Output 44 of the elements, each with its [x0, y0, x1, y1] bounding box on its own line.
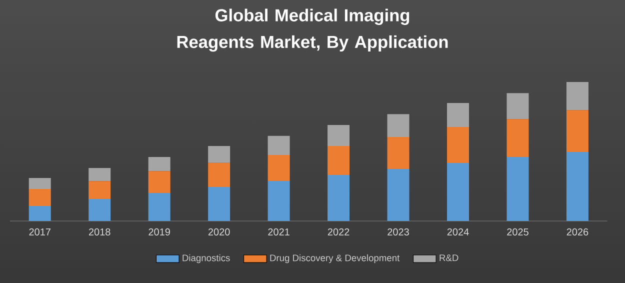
bar [506, 157, 529, 221]
x-tick-label: 2023 [388, 228, 409, 236]
x-tick-label: 2024 [447, 228, 469, 236]
bar [268, 154, 290, 181]
bar [387, 114, 410, 138]
bar [268, 180, 290, 221]
bar [566, 152, 588, 221]
bar [328, 146, 350, 175]
x-tick-label: 2025 [507, 228, 528, 236]
bar [88, 199, 111, 221]
bar [506, 119, 529, 158]
x-tick-label: 2020 [208, 228, 230, 236]
chart-title: Global Medical Imaging Reagents Market, By Application [177, 8, 448, 52]
bar [88, 181, 111, 200]
bar [148, 157, 170, 172]
bar [447, 163, 469, 221]
bar [28, 189, 51, 206]
legend-label: Drug Discovery & Development [270, 254, 400, 264]
bar [208, 186, 230, 221]
bar [148, 171, 170, 194]
x-tick-label: 2017 [29, 228, 50, 236]
bar [88, 168, 111, 182]
legend-label: R&D [440, 254, 458, 262]
bar [268, 136, 290, 155]
x-tick-label: 2022 [328, 228, 350, 236]
bar [28, 178, 51, 190]
x-tick-label: 2026 [566, 228, 588, 236]
x-tick-label: 2019 [148, 228, 170, 236]
legend-label: Diagnostics [182, 254, 230, 264]
bar [328, 124, 350, 146]
x-tick-label: 2021 [268, 228, 290, 236]
bar [387, 137, 410, 170]
bar [208, 146, 230, 163]
bar [447, 102, 469, 128]
bar [148, 193, 170, 221]
bar [208, 162, 230, 187]
bar [506, 93, 529, 120]
bar [566, 110, 588, 152]
bar [328, 174, 350, 221]
x-tick-label: 2018 [88, 228, 110, 236]
bar [28, 206, 51, 221]
bar [566, 82, 588, 110]
bar [447, 127, 469, 164]
bar [387, 169, 410, 221]
